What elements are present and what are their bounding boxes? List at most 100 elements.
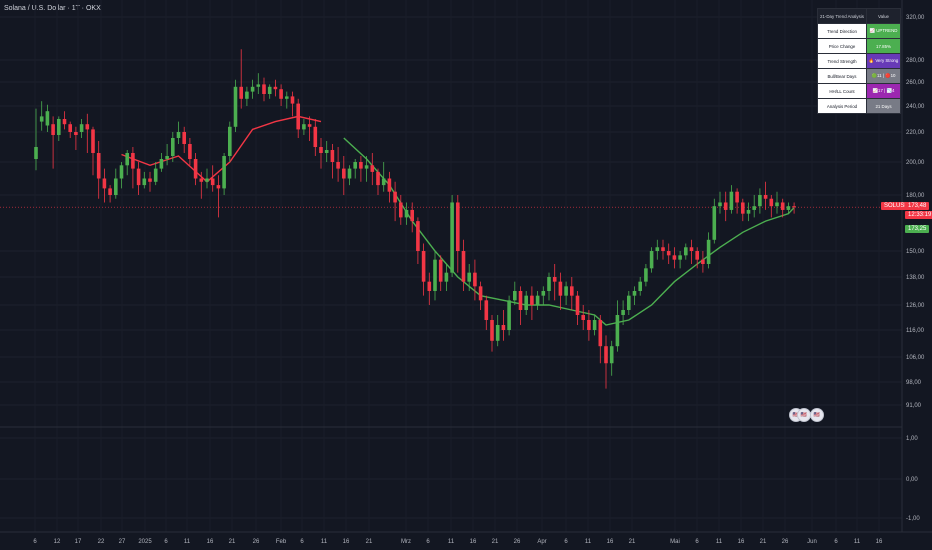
price-tick-label: 320,00 xyxy=(906,15,925,21)
table-row-value: 📈17 | 📉4 xyxy=(866,83,901,99)
candle-body xyxy=(273,86,278,90)
candle-body xyxy=(701,259,705,264)
candle-body xyxy=(570,286,574,296)
us-flag-event-icon[interactable]: 🇺🇸 xyxy=(797,408,811,422)
candle-body xyxy=(199,178,204,182)
candle-body xyxy=(530,295,534,305)
table-header-row: 21-Day Trend Analysis Value xyxy=(817,8,901,24)
table-row-label: Trend Strength xyxy=(817,53,867,69)
candle-body xyxy=(450,202,454,273)
candle-body xyxy=(381,178,386,186)
candle-body xyxy=(205,178,209,182)
us-flag-event-icon[interactable]: 🇺🇸 xyxy=(810,408,824,422)
candle-body xyxy=(524,295,528,310)
candle-body xyxy=(290,96,295,104)
time-tick-label: 6 xyxy=(834,539,838,545)
candle-body xyxy=(501,325,506,330)
candle-body xyxy=(108,188,112,195)
time-tick-label: 2025 xyxy=(138,539,152,545)
time-tick-label: 21 xyxy=(760,539,767,545)
candle-body xyxy=(609,346,614,364)
candle-body xyxy=(57,119,61,135)
candle-body xyxy=(45,111,50,126)
table-row: Analysis Period 21 Days xyxy=(817,98,901,114)
candle-body xyxy=(324,150,329,153)
trend-analysis-table: 21-Day Trend Analysis Value Trend Direct… xyxy=(817,8,901,114)
time-tick-label: 21 xyxy=(229,539,236,545)
candle-body xyxy=(587,320,591,330)
table-row-label: Price Change xyxy=(817,38,867,54)
candle-body xyxy=(786,206,791,210)
table-row: Trend Strength 🔥 Very Strong xyxy=(817,53,901,69)
indicator-tick-label: 1,00 xyxy=(906,436,918,442)
table-row-label: Trend Direction xyxy=(817,23,867,39)
candle-body xyxy=(535,295,540,305)
table-row-value: 🟢11 | 🔴10 xyxy=(866,68,901,84)
candle-body xyxy=(780,202,785,210)
candle-body xyxy=(558,281,563,296)
candle-body xyxy=(131,153,135,169)
table-row: Price Change 17.85% xyxy=(817,38,901,54)
candle-body xyxy=(256,84,261,87)
candle-body xyxy=(319,147,323,153)
candle-body xyxy=(239,86,243,99)
ma-line-bullish xyxy=(343,137,795,326)
candle-body xyxy=(399,202,403,218)
table-row: Bull/Bear Days 🟢11 | 🔴10 xyxy=(817,68,901,84)
price-tick-label: 98,00 xyxy=(906,380,922,386)
time-tick-label: Apr xyxy=(537,539,546,545)
time-tick-label: 6 xyxy=(164,539,168,545)
time-axis[interactable]: 6 12 17 22 27 2025 6 11 16 21 26 Feb 6 11 16 21 Mrz 6 11 16… xyxy=(33,539,883,545)
candle-body xyxy=(689,247,694,251)
indicator-tick-label: -1,00 xyxy=(906,516,920,522)
candle-body xyxy=(644,268,648,282)
price-tick-label: 180,00 xyxy=(906,193,925,199)
time-tick-label: 16 xyxy=(343,539,350,545)
candle-body xyxy=(176,132,181,138)
time-tick-label: 16 xyxy=(738,539,745,545)
time-tick-label: Feb xyxy=(276,539,287,545)
candle-body xyxy=(165,156,169,159)
price-tick-label: 240,00 xyxy=(906,104,925,110)
candle-body xyxy=(250,86,255,92)
candle-body xyxy=(735,191,739,203)
time-tick-label: 26 xyxy=(253,539,260,545)
time-tick-label: 21 xyxy=(629,539,636,545)
candle-body xyxy=(507,300,511,330)
candle-body xyxy=(490,320,494,341)
candle-body xyxy=(62,119,67,125)
candle-body xyxy=(456,202,460,251)
price-tick-label: 126,00 xyxy=(906,303,925,309)
price-tick-label: 280,00 xyxy=(906,58,925,64)
price-axis[interactable]: 320,00 280,00 260,00 240,00 220,00 200,00 180,… xyxy=(906,15,925,409)
candle-body xyxy=(79,124,84,132)
price-tick-label: 138,00 xyxy=(906,275,925,281)
time-tick-label: 6 xyxy=(695,539,699,545)
candle-body xyxy=(581,315,585,320)
candle-body xyxy=(39,116,44,122)
price-tick-label: 200,00 xyxy=(906,160,925,166)
candle-body xyxy=(478,286,483,301)
candle-body xyxy=(661,247,665,251)
time-tick-label: 6 xyxy=(564,539,568,545)
candle-body xyxy=(148,178,152,182)
ma-line-bearish xyxy=(121,115,322,183)
candle-body xyxy=(621,310,625,315)
price-tick-label: 116,00 xyxy=(906,328,925,334)
price-tick-label: 220,00 xyxy=(906,130,925,136)
time-tick-label: 21 xyxy=(366,539,373,545)
candle-body xyxy=(649,251,654,269)
price-tick-label: 150,00 xyxy=(906,249,925,255)
grid-lines xyxy=(0,16,902,519)
candle-body xyxy=(627,295,631,310)
time-tick-label: 26 xyxy=(782,539,789,545)
time-tick-label: Mai xyxy=(670,539,680,545)
candle-body xyxy=(96,153,101,179)
candle-body xyxy=(741,202,745,214)
candle-body xyxy=(285,96,289,99)
candle-body xyxy=(723,202,728,210)
candle-body xyxy=(51,124,55,135)
indicator-axis[interactable]: 1,00 0,00 -1,00 xyxy=(906,436,920,522)
candle-body xyxy=(706,239,711,264)
